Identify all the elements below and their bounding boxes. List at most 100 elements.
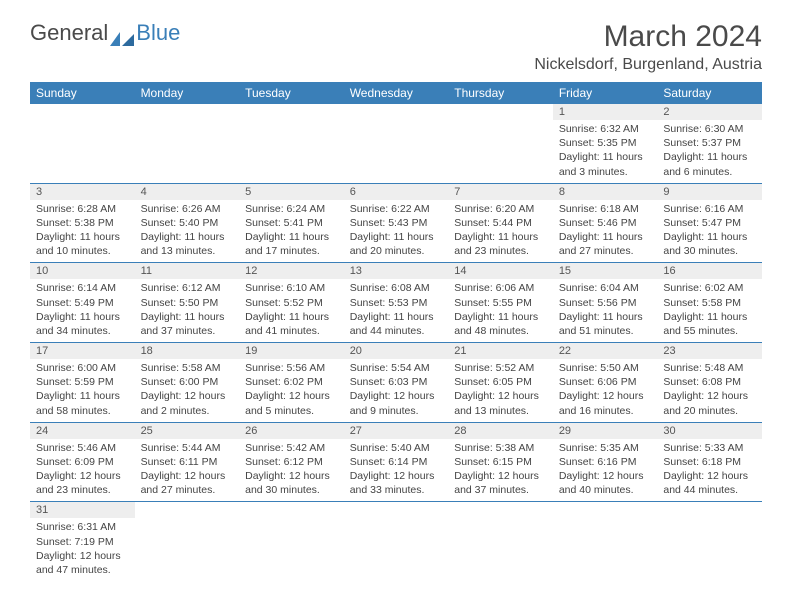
- sunset-text: Sunset: 6:11 PM: [141, 455, 234, 469]
- sunrise-text: Sunrise: 5:38 AM: [454, 441, 547, 455]
- daylight-text: Daylight: 11 hours and 51 minutes.: [559, 310, 652, 338]
- daylight-text: Daylight: 11 hours and 13 minutes.: [141, 230, 234, 258]
- calendar-day-cell: [344, 502, 449, 581]
- logo: General Blue: [30, 20, 180, 46]
- calendar-day-cell: 6Sunrise: 6:22 AMSunset: 5:43 PMDaylight…: [344, 183, 449, 263]
- day-number: 8: [553, 184, 658, 200]
- sunset-text: Sunset: 6:05 PM: [454, 375, 547, 389]
- calendar-week-row: 1Sunrise: 6:32 AMSunset: 5:35 PMDaylight…: [30, 104, 762, 183]
- day-number: 22: [553, 343, 658, 359]
- day-number: 7: [448, 184, 553, 200]
- calendar-day-cell: [657, 502, 762, 581]
- calendar-day-cell: 29Sunrise: 5:35 AMSunset: 6:16 PMDayligh…: [553, 422, 658, 502]
- page-title: March 2024: [534, 20, 762, 54]
- day-number: 6: [344, 184, 449, 200]
- sunset-text: Sunset: 5:50 PM: [141, 296, 234, 310]
- sunrise-text: Sunrise: 6:30 AM: [663, 122, 756, 136]
- day-content: Sunrise: 6:31 AMSunset: 7:19 PMDaylight:…: [30, 518, 135, 581]
- calendar-day-cell: 10Sunrise: 6:14 AMSunset: 5:49 PMDayligh…: [30, 263, 135, 343]
- sunset-text: Sunset: 6:06 PM: [559, 375, 652, 389]
- logo-text-blue: Blue: [136, 20, 180, 46]
- daylight-text: Daylight: 12 hours and 16 minutes.: [559, 389, 652, 417]
- day-number: 10: [30, 263, 135, 279]
- calendar-day-cell: 19Sunrise: 5:56 AMSunset: 6:02 PMDayligh…: [239, 343, 344, 423]
- weekday-header: Saturday: [657, 82, 762, 104]
- day-content: Sunrise: 5:50 AMSunset: 6:06 PMDaylight:…: [553, 359, 658, 422]
- sunset-text: Sunset: 6:00 PM: [141, 375, 234, 389]
- sunrise-text: Sunrise: 6:04 AM: [559, 281, 652, 295]
- header: General Blue March 2024 Nickelsdorf, Burg…: [30, 20, 762, 74]
- sunset-text: Sunset: 5:35 PM: [559, 136, 652, 150]
- calendar-day-cell: [239, 502, 344, 581]
- day-number: 11: [135, 263, 240, 279]
- sunrise-text: Sunrise: 6:24 AM: [245, 202, 338, 216]
- calendar-day-cell: 22Sunrise: 5:50 AMSunset: 6:06 PMDayligh…: [553, 343, 658, 423]
- calendar-day-cell: 13Sunrise: 6:08 AMSunset: 5:53 PMDayligh…: [344, 263, 449, 343]
- daylight-text: Daylight: 12 hours and 2 minutes.: [141, 389, 234, 417]
- daylight-text: Daylight: 11 hours and 23 minutes.: [454, 230, 547, 258]
- day-content: Sunrise: 6:26 AMSunset: 5:40 PMDaylight:…: [135, 200, 240, 263]
- calendar-day-cell: 4Sunrise: 6:26 AMSunset: 5:40 PMDaylight…: [135, 183, 240, 263]
- daylight-text: Daylight: 12 hours and 30 minutes.: [245, 469, 338, 497]
- daylight-text: Daylight: 11 hours and 6 minutes.: [663, 150, 756, 178]
- day-content: Sunrise: 5:40 AMSunset: 6:14 PMDaylight:…: [344, 439, 449, 502]
- sunset-text: Sunset: 5:43 PM: [350, 216, 443, 230]
- location-subtitle: Nickelsdorf, Burgenland, Austria: [534, 56, 762, 74]
- day-content: Sunrise: 5:58 AMSunset: 6:00 PMDaylight:…: [135, 359, 240, 422]
- sunrise-text: Sunrise: 6:10 AM: [245, 281, 338, 295]
- day-number: 28: [448, 423, 553, 439]
- daylight-text: Daylight: 11 hours and 58 minutes.: [36, 389, 129, 417]
- sunrise-text: Sunrise: 5:48 AM: [663, 361, 756, 375]
- day-content: Sunrise: 6:04 AMSunset: 5:56 PMDaylight:…: [553, 279, 658, 342]
- day-content: Sunrise: 6:16 AMSunset: 5:47 PMDaylight:…: [657, 200, 762, 263]
- daylight-text: Daylight: 11 hours and 20 minutes.: [350, 230, 443, 258]
- day-content: Sunrise: 5:38 AMSunset: 6:15 PMDaylight:…: [448, 439, 553, 502]
- weekday-header: Thursday: [448, 82, 553, 104]
- day-content: Sunrise: 6:30 AMSunset: 5:37 PMDaylight:…: [657, 120, 762, 183]
- sunset-text: Sunset: 6:12 PM: [245, 455, 338, 469]
- daylight-text: Daylight: 11 hours and 10 minutes.: [36, 230, 129, 258]
- daylight-text: Daylight: 11 hours and 48 minutes.: [454, 310, 547, 338]
- day-number: 17: [30, 343, 135, 359]
- sunset-text: Sunset: 5:53 PM: [350, 296, 443, 310]
- day-number: 23: [657, 343, 762, 359]
- daylight-text: Daylight: 12 hours and 37 minutes.: [454, 469, 547, 497]
- day-content: Sunrise: 6:28 AMSunset: 5:38 PMDaylight:…: [30, 200, 135, 263]
- calendar-day-cell: [448, 502, 553, 581]
- day-number: 5: [239, 184, 344, 200]
- day-content: Sunrise: 6:02 AMSunset: 5:58 PMDaylight:…: [657, 279, 762, 342]
- sunset-text: Sunset: 5:44 PM: [454, 216, 547, 230]
- day-content: Sunrise: 5:46 AMSunset: 6:09 PMDaylight:…: [30, 439, 135, 502]
- sunrise-text: Sunrise: 6:12 AM: [141, 281, 234, 295]
- calendar-day-cell: 7 Sunrise: 6:20 AMSunset: 5:44 PMDaylight…: [448, 183, 553, 263]
- sunset-text: Sunset: 5:58 PM: [663, 296, 756, 310]
- calendar-week-row: 10Sunrise: 6:14 AMSunset: 5:49 PMDayligh…: [30, 263, 762, 343]
- sunrise-text: Sunrise: 6:26 AM: [141, 202, 234, 216]
- day-content: Sunrise: 6:00 AMSunset: 5:59 PMDaylight:…: [30, 359, 135, 422]
- sunrise-text: Sunrise: 6:20 AM: [454, 202, 547, 216]
- logo-text-general: General: [30, 20, 108, 46]
- daylight-text: Daylight: 11 hours and 37 minutes.: [141, 310, 234, 338]
- daylight-text: Daylight: 12 hours and 27 minutes.: [141, 469, 234, 497]
- daylight-text: Daylight: 12 hours and 5 minutes.: [245, 389, 338, 417]
- daylight-text: Daylight: 11 hours and 41 minutes.: [245, 310, 338, 338]
- weekday-header: Friday: [553, 82, 658, 104]
- day-content: Sunrise: 6:06 AMSunset: 5:55 PMDaylight:…: [448, 279, 553, 342]
- sunset-text: Sunset: 5:49 PM: [36, 296, 129, 310]
- sunset-text: Sunset: 7:19 PM: [36, 535, 129, 549]
- calendar-day-cell: 28Sunrise: 5:38 AMSunset: 6:15 PMDayligh…: [448, 422, 553, 502]
- day-content: Sunrise: 6:14 AMSunset: 5:49 PMDaylight:…: [30, 279, 135, 342]
- sunrise-text: Sunrise: 6:14 AM: [36, 281, 129, 295]
- sunset-text: Sunset: 6:16 PM: [559, 455, 652, 469]
- calendar-week-row: 3Sunrise: 6:28 AMSunset: 5:38 PMDaylight…: [30, 183, 762, 263]
- day-content: Sunrise: 6:32 AMSunset: 5:35 PMDaylight:…: [553, 120, 658, 183]
- daylight-text: Daylight: 11 hours and 30 minutes.: [663, 230, 756, 258]
- calendar-day-cell: 14Sunrise: 6:06 AMSunset: 5:55 PMDayligh…: [448, 263, 553, 343]
- calendar-week-row: 24Sunrise: 5:46 AMSunset: 6:09 PMDayligh…: [30, 422, 762, 502]
- day-content: Sunrise: 5:48 AMSunset: 6:08 PMDaylight:…: [657, 359, 762, 422]
- calendar-table: Sunday Monday Tuesday Wednesday Thursday…: [30, 82, 762, 581]
- daylight-text: Daylight: 12 hours and 13 minutes.: [454, 389, 547, 417]
- calendar-day-cell: 5Sunrise: 6:24 AMSunset: 5:41 PMDaylight…: [239, 183, 344, 263]
- day-content: Sunrise: 6:18 AMSunset: 5:46 PMDaylight:…: [553, 200, 658, 263]
- weekday-header: Sunday: [30, 82, 135, 104]
